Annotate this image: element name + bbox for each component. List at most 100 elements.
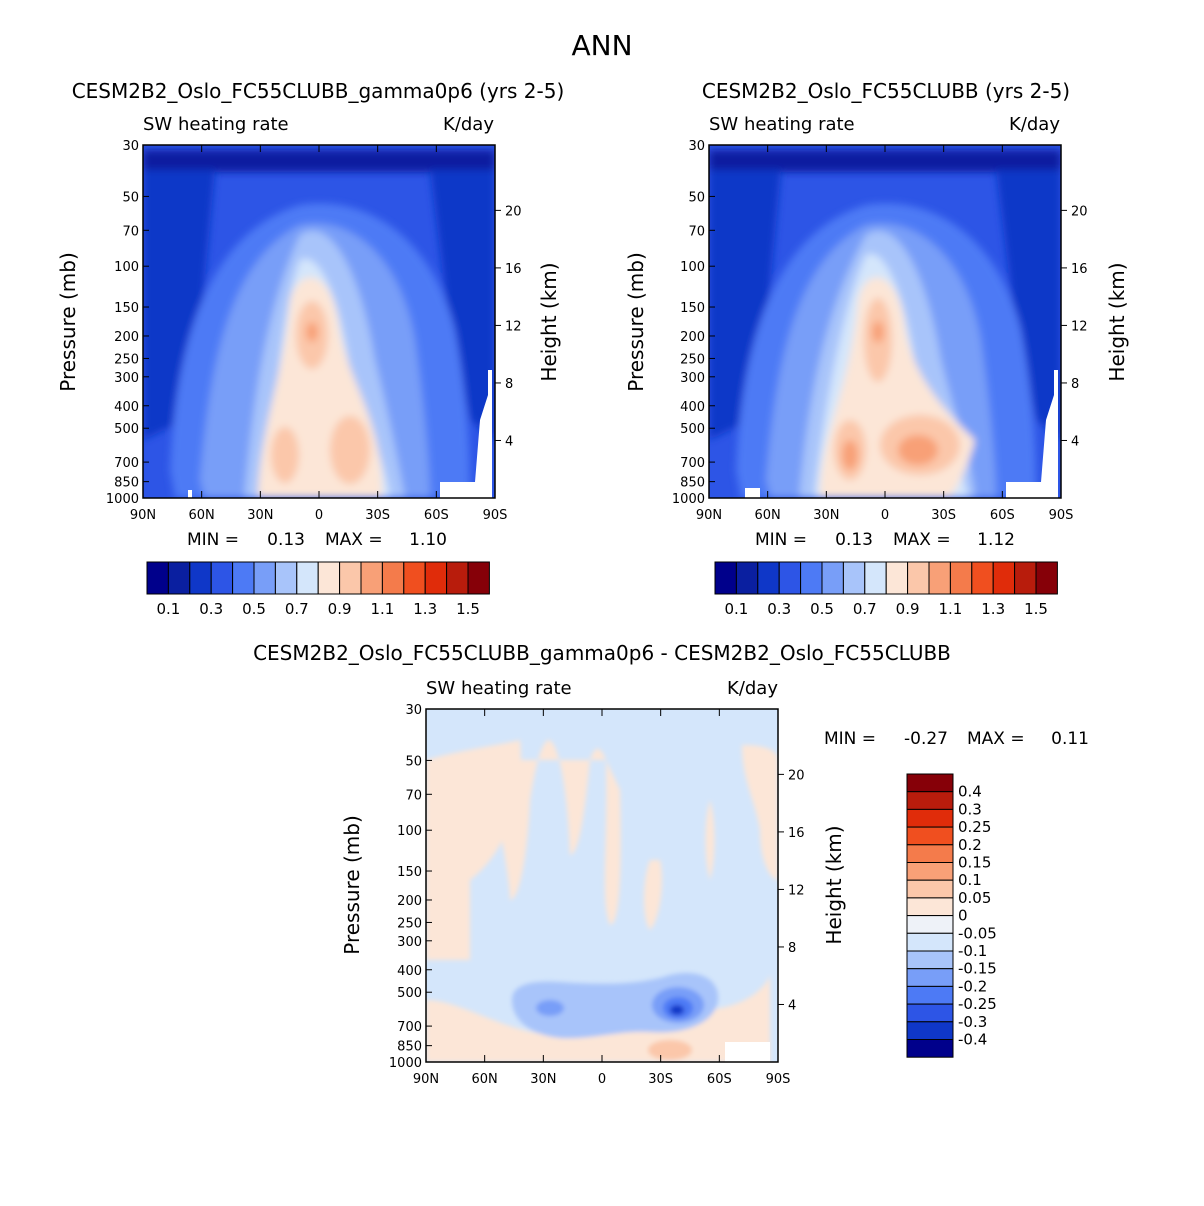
y-tick-label: 1000: [389, 1056, 422, 1071]
height-axis-ticks: 20 16 12 8 4: [495, 204, 522, 449]
field-pos-c: [644, 860, 662, 930]
x-tick-label: 90S: [483, 508, 508, 523]
colorbar-diff: 0.40.30.250.20.150.10.050-0.05-0.1-0.15-…: [906, 773, 997, 1058]
height-tick-label: 8: [1071, 377, 1079, 392]
colorbar-swatch: [842, 561, 866, 595]
field-pos-d: [742, 745, 778, 880]
x-axis-ticks: 90N 60N 30N 0 30S 60S 90S: [130, 145, 508, 523]
colorbar-label: 0.05: [958, 889, 991, 907]
colorbar-swatch: [928, 561, 951, 595]
contour-field: [143, 145, 495, 498]
y-axis-label: Pressure (mb): [56, 252, 80, 392]
y-tick-label: 30: [122, 139, 139, 154]
field-right-dark: [996, 170, 1061, 440]
y-tick-label: 50: [122, 190, 139, 205]
colorbar-label: 1.3: [981, 600, 1005, 618]
field-level-7b: [842, 440, 858, 470]
colorbar-swatch: [885, 561, 909, 595]
colorbar-swatch: [189, 561, 212, 595]
colorbar-swatch: [274, 561, 298, 595]
x-tick-label: 30S: [648, 1072, 673, 1087]
colorbar-swatch: [906, 826, 954, 846]
x-tick-label: 30S: [931, 508, 956, 523]
field-pos-f: [426, 975, 770, 1062]
colorbar-label: 0.15: [958, 854, 991, 872]
field-level-7a: [872, 321, 884, 343]
x-tick-label: 60S: [424, 508, 449, 523]
x-tick-label: 90N: [413, 1072, 439, 1087]
colorbar-swatch: [971, 561, 994, 595]
subtitle-units: K/day: [1009, 114, 1060, 135]
height-tick-label: 12: [788, 883, 805, 898]
colorbar-swatch: [906, 1021, 954, 1041]
y-tick-label: 100: [680, 260, 705, 275]
colorbar-label: 0.5: [242, 600, 266, 618]
colorbar-swatch: [735, 561, 759, 595]
colorbar-swatch: [253, 561, 276, 595]
height-tick-label: 4: [1071, 434, 1079, 449]
x-tick-label: 30S: [365, 508, 390, 523]
y-tick-label: 150: [114, 301, 139, 316]
field-level-6b: [271, 427, 299, 483]
y-tick-label: 1000: [106, 492, 139, 507]
panel-left: CESM2B2_Oslo_FC55CLUBB_gamma0p6 (yrs 2-5…: [56, 79, 564, 550]
y-tick-label: 150: [680, 301, 705, 316]
min-value: -0.27: [904, 729, 948, 749]
height-tick-label: 12: [1071, 319, 1088, 334]
subtitle-variable: SW heating rate: [709, 114, 855, 135]
height-tick-label: 8: [788, 941, 796, 956]
subtitle-variable: SW heating rate: [426, 678, 572, 699]
colorbar-label: 0: [958, 907, 968, 925]
colorbar-label: -0.15: [958, 960, 997, 978]
x-axis-ticks: 90N 60N 30N 0 30S 60S 90S: [696, 145, 1073, 523]
colorbar-label: 0.1: [724, 600, 748, 618]
y-tick-label: 1000: [672, 492, 705, 507]
min-value: 0.13: [267, 530, 305, 550]
colorbar-label: 1.5: [1024, 600, 1048, 618]
y-tick-label: 100: [397, 824, 422, 839]
colorbar-swatch: [146, 561, 169, 595]
colorbar-label: 0.2: [958, 836, 982, 854]
field-level-7c: [898, 435, 938, 465]
y-tick-label: 250: [680, 352, 705, 367]
colorbar-swatch: [992, 561, 1016, 595]
y-tick-label: 500: [114, 422, 139, 437]
field-pos-e: [705, 800, 715, 880]
panel-title: CESM2B2_Oslo_FC55CLUBB_gamma0p6 - CESM2B…: [253, 641, 951, 665]
height-tick-label: 8: [505, 377, 513, 392]
colorbar-swatch: [906, 862, 954, 881]
height-tick-label: 16: [505, 262, 522, 277]
y-tick-label: 30: [688, 139, 705, 154]
colorbar-swatch: [906, 897, 954, 917]
colorbar-left: 0.1 0.3 0.5 0.7 0.9 1.1 1.3 1.5: [146, 561, 490, 618]
colorbar-swatch: [232, 561, 255, 595]
subtitle-variable: SW heating rate: [143, 114, 289, 135]
height-tick-label: 4: [788, 998, 796, 1013]
y-tick-label: 70: [688, 224, 705, 239]
field-level-7: [306, 322, 318, 342]
colorbar-label: 0.7: [853, 600, 877, 618]
colorbar-swatch: [906, 1039, 954, 1058]
x-axis-ticks: 90N 60N 30N 0 30S 60S 90S: [413, 709, 790, 1087]
y-tick-label: 200: [680, 330, 705, 345]
field-pos-g: [648, 1040, 692, 1060]
y-tick-label: 300: [397, 935, 422, 950]
page-title: ANN: [571, 29, 632, 62]
y-tick-label: 50: [688, 190, 705, 205]
colorbar-swatch: [1014, 561, 1037, 595]
colorbar-label: -0.05: [958, 924, 997, 942]
colorbar-swatch: [906, 844, 954, 864]
y-tick-label: 850: [114, 476, 139, 491]
colorbar-swatch: [714, 561, 737, 595]
height-tick-label: 20: [505, 204, 522, 219]
height-tick-label: 20: [1071, 204, 1088, 219]
colorbar-label: 0.5: [810, 600, 834, 618]
y-tick-label: 250: [114, 352, 139, 367]
colorbar-swatch: [906, 879, 954, 899]
y-tick-label: 850: [680, 476, 705, 491]
y-tick-label: 700: [680, 456, 705, 471]
height-axis-label: Height (km): [537, 262, 561, 381]
